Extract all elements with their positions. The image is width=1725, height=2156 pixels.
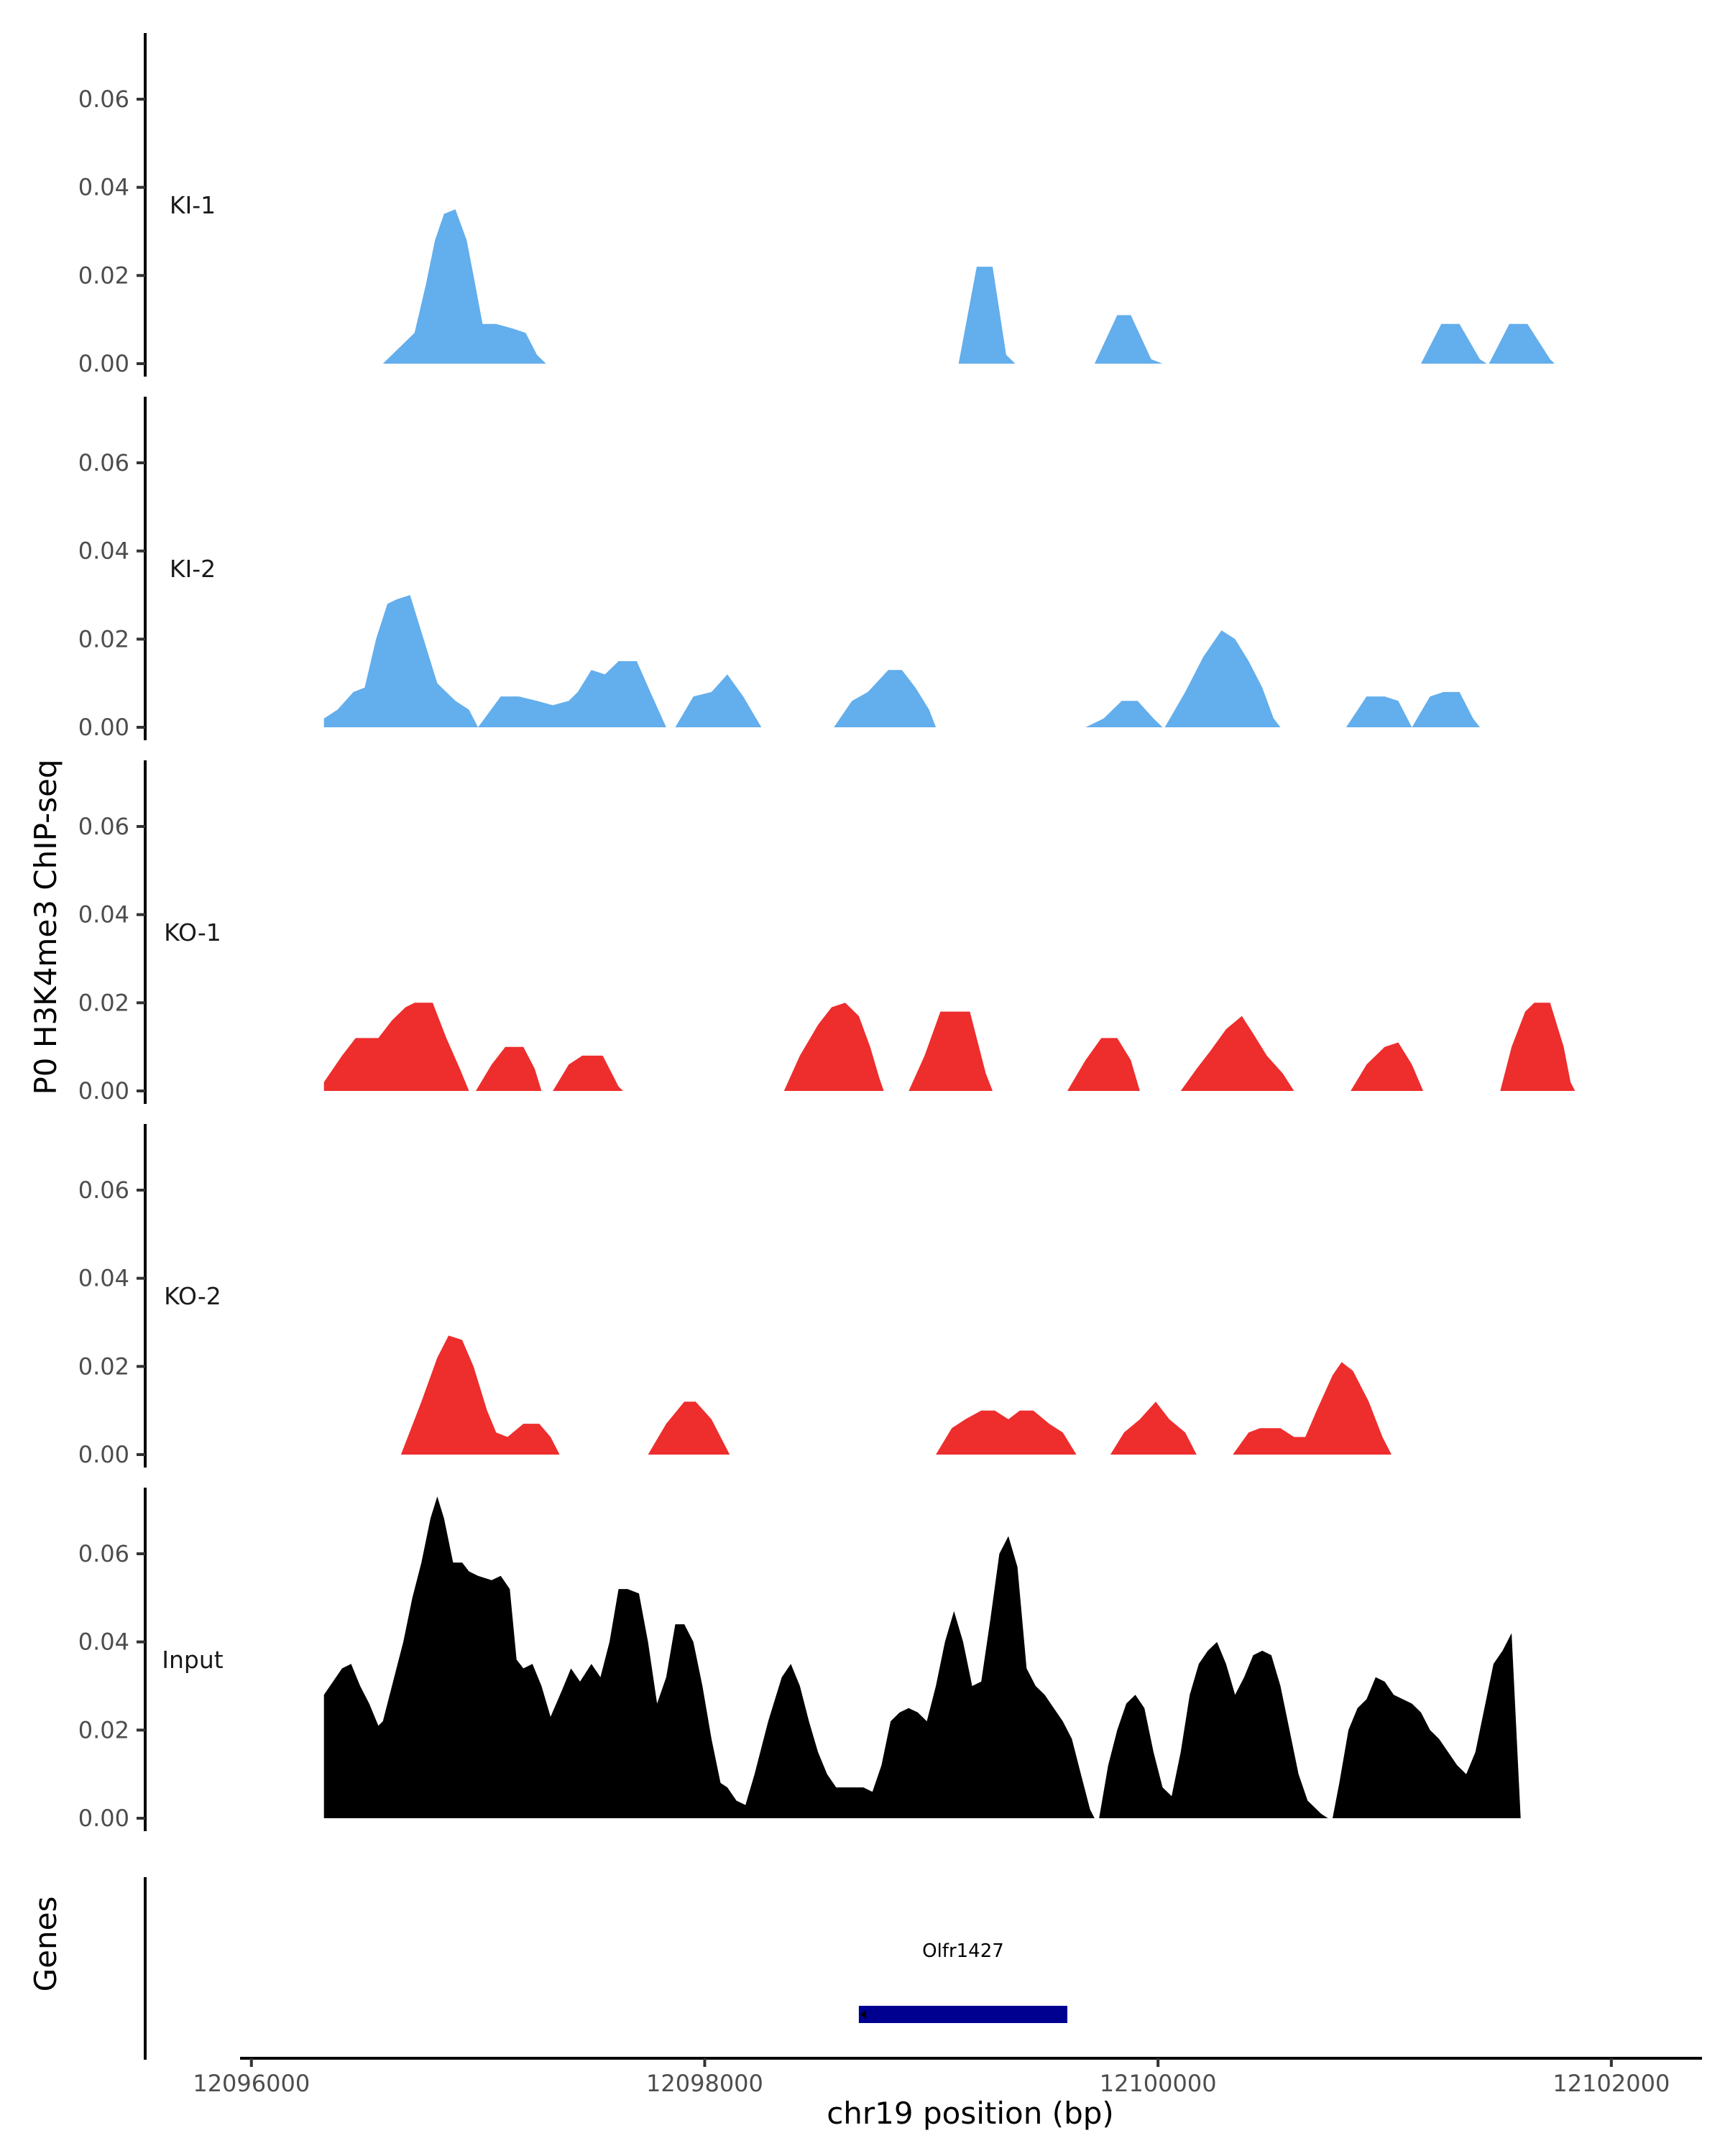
y-tick-label: 0.02: [78, 625, 129, 653]
coverage-area: [1233, 1362, 1392, 1455]
x-tick-label: 12100000: [1100, 2070, 1217, 2097]
coverage-area: [1351, 1042, 1424, 1091]
y-axis-title: P0 H3K4me3 ChIP-seq: [28, 759, 63, 1095]
coverage-area: [648, 1401, 730, 1455]
y-tick-label: 0.06: [78, 449, 129, 476]
y-tick-label: 0.04: [78, 174, 129, 201]
gene-label: Olfr1427: [922, 1940, 1004, 1962]
gene-track: Olfr1427: [144, 1877, 1068, 2060]
y-tick-label: 0.00: [78, 714, 129, 741]
coverage-area: [908, 1011, 993, 1091]
tracks-layer: 0.00 0.02 0.04 0.06 KI-1 0.00 0.02 0.04 0.06 KI-2…: [78, 33, 1576, 1832]
coverage-area: [553, 1055, 623, 1091]
track-ki-1: 0.00 0.02 0.04 0.06 KI-1: [78, 33, 1555, 377]
coverage-area: [1067, 1038, 1140, 1091]
coverage-area: [834, 670, 937, 727]
coverage-area: [1085, 701, 1163, 727]
x-axis-title: chr19 position (bp): [827, 2096, 1114, 2131]
track-label: KO-2: [164, 1282, 221, 1310]
coverage-area: [936, 1410, 1077, 1455]
y-tick-label: 0.02: [78, 262, 129, 289]
track-ko-1: 0.00 0.02 0.04 0.06 KO-1: [78, 760, 1576, 1105]
y-tick-label: 0.00: [78, 1077, 129, 1105]
coverage-area: [323, 1003, 469, 1091]
x-tick-label: 12102000: [1552, 2070, 1670, 2097]
y-tick-label: 0.04: [78, 901, 129, 929]
coverage-area: [1110, 1401, 1197, 1455]
coverage-area: [323, 1496, 1095, 1818]
track-ki-2: 0.00 0.02 0.04 0.06 KI-2: [78, 397, 1480, 741]
coverage-area: [400, 1335, 560, 1455]
coverage-area: [1421, 323, 1487, 364]
y-tick-label: 0.00: [78, 1441, 129, 1468]
y-tick-label: 0.04: [78, 538, 129, 565]
coverage-area: [1346, 696, 1412, 727]
coverage-area: [958, 267, 1016, 364]
coverage-area: [783, 1003, 884, 1091]
track-label: KI-1: [170, 191, 216, 219]
y-tick-label: 0.02: [78, 989, 129, 1016]
coverage-area: [1333, 1633, 1521, 1818]
track-label: Input: [162, 1646, 224, 1674]
track-input: 0.00 0.02 0.04 0.06 Input: [78, 1488, 1521, 1832]
coverage-area: [1099, 1641, 1328, 1818]
track-ko-2: 0.00 0.02 0.04 0.06 KO-2: [78, 1124, 1392, 1468]
y-tick-label: 0.02: [78, 1353, 129, 1380]
coverage-area: [1180, 1015, 1294, 1091]
x-tick-label: 12096000: [193, 2070, 310, 2097]
y-tick-label: 0.00: [78, 1805, 129, 1832]
coverage-area: [1500, 1003, 1576, 1091]
y-tick-label: 0.04: [78, 1265, 129, 1292]
x-axis: 12096000 12098000 12100000 12102000: [193, 2057, 1702, 2097]
gene-body: [858, 2006, 1068, 2023]
y-tick-label: 0.06: [78, 1540, 129, 1567]
gene-track-title: Genes: [28, 1897, 63, 1992]
x-tick-label: 12098000: [646, 2070, 763, 2097]
coverage-area: [382, 209, 546, 364]
coverage-area: [1164, 630, 1281, 727]
y-tick-label: 0.00: [78, 350, 129, 377]
track-label: KI-2: [170, 555, 216, 583]
coverage-area: [675, 674, 762, 727]
y-tick-label: 0.06: [78, 86, 129, 113]
coverage-area: [478, 661, 666, 727]
coverage-area: [1412, 691, 1480, 727]
track-label: KO-1: [164, 918, 221, 946]
coverage-area: [476, 1046, 542, 1091]
y-tick-label: 0.06: [78, 1176, 129, 1204]
coverage-area: [1489, 323, 1555, 364]
coverage-area: [323, 595, 479, 727]
strand-arrow-icon: [860, 2010, 866, 2019]
y-tick-label: 0.02: [78, 1716, 129, 1743]
y-tick-label: 0.06: [78, 813, 129, 840]
coverage-area: [1094, 315, 1163, 364]
y-tick-label: 0.04: [78, 1628, 129, 1656]
